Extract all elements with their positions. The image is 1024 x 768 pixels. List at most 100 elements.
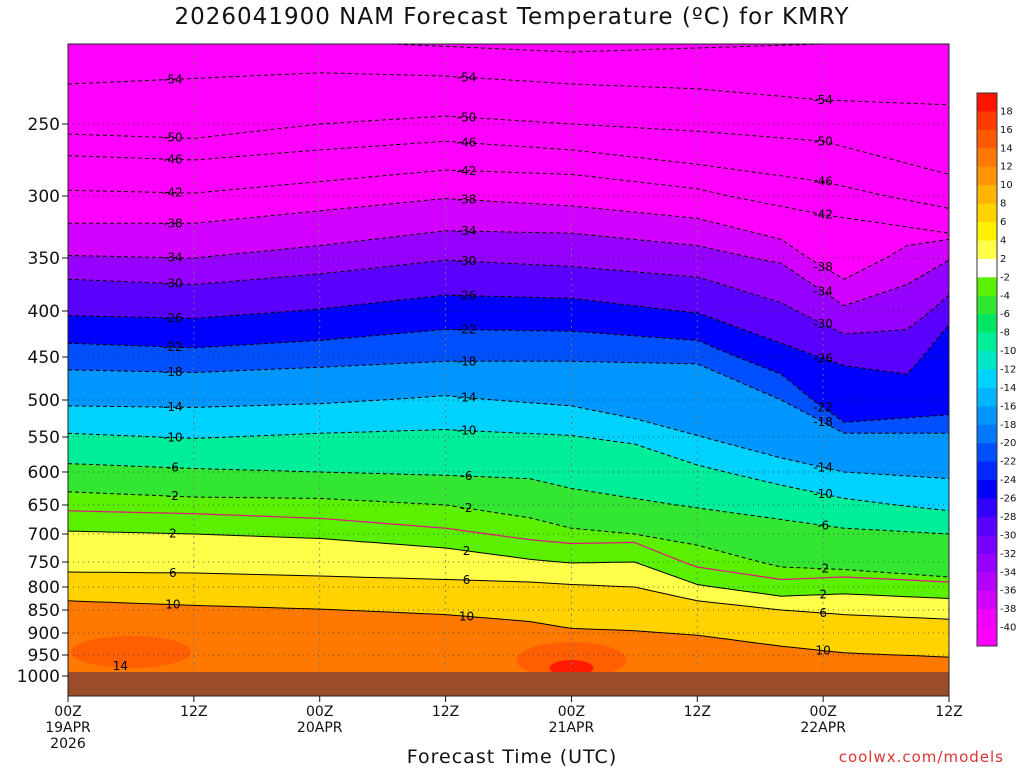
x-tick-label: 19APR xyxy=(45,720,91,736)
color-legend: 18 16 14 12 10 8 6 4 2 -2 -4 -6 -8 -10 -12 -14 -16 -18 -20… xyxy=(976,92,1016,647)
isotherm-label: -14 xyxy=(813,460,833,474)
colorbar-label: -14 xyxy=(1000,383,1016,394)
isotherm-label: -22 xyxy=(457,323,477,337)
isotherm--22 xyxy=(68,328,949,423)
y-tick-label: 650 xyxy=(28,496,60,516)
colorbar-swatch xyxy=(977,185,997,205)
colorbar-swatch xyxy=(977,295,997,315)
isotherm-label: 2 xyxy=(169,527,177,541)
colorbar-swatch xyxy=(977,314,997,334)
x-tick-label: 00Z xyxy=(306,704,333,720)
x-tick-label: 00Z xyxy=(54,704,81,720)
isotherm-label: 6 xyxy=(169,566,177,580)
colorbar-label: 16 xyxy=(1000,125,1013,136)
isotherm--26 xyxy=(68,294,949,375)
temperature-band xyxy=(68,141,949,234)
temperature-band xyxy=(68,463,949,577)
colorbar-label: -36 xyxy=(1000,586,1016,597)
colorbar-label: -12 xyxy=(1000,365,1016,376)
isotherm-label: -54 xyxy=(163,72,183,86)
colorbar-swatch xyxy=(977,203,997,223)
colorbar-swatch xyxy=(977,222,997,241)
colorbar-label: 8 xyxy=(1000,199,1006,210)
isotherm-label: -50 xyxy=(457,110,477,124)
colorbar-swatch xyxy=(977,553,997,573)
colorbar-swatch xyxy=(977,590,997,610)
y-tick-label: 550 xyxy=(28,428,60,448)
isotherm-label: -46 xyxy=(163,152,183,166)
isotherm-label: 10 xyxy=(816,644,831,658)
colorbar-swatch xyxy=(977,461,997,481)
isotherm-label: -18 xyxy=(813,415,833,429)
y-tick-label: 500 xyxy=(28,391,60,411)
isotherm-label: -38 xyxy=(813,260,833,274)
ground-surface xyxy=(68,672,949,696)
isotherm--30 xyxy=(68,259,949,335)
temperature-band xyxy=(68,361,949,479)
isotherm-label: -42 xyxy=(457,164,477,178)
isotherm-label: -6 xyxy=(167,461,179,475)
colorbar-swatch xyxy=(977,166,997,186)
isotherm-label: -42 xyxy=(163,186,183,200)
x-tick-label: 12Z xyxy=(432,704,459,720)
colorbar-label: -6 xyxy=(1000,309,1010,320)
isotherm-label: -22 xyxy=(163,340,183,354)
isotherm-label: -30 xyxy=(813,317,833,331)
colorbar-swatch xyxy=(977,535,997,555)
colorbar-swatch xyxy=(977,240,997,260)
freezing-line xyxy=(68,510,949,583)
isotherm-label: 6 xyxy=(819,606,827,620)
colorbar-label: -24 xyxy=(1000,475,1016,486)
y-tick-label: 850 xyxy=(28,601,60,621)
colorbar-swatch xyxy=(977,258,997,278)
x-tick-label: 00Z xyxy=(809,704,836,720)
isotherm-label: -50 xyxy=(813,134,833,148)
colorbar-label: -4 xyxy=(1000,291,1010,302)
colorbar-swatch xyxy=(977,627,997,647)
colorbar-label: -10 xyxy=(1000,346,1016,357)
isotherm-label: -10 xyxy=(813,487,833,501)
isotherm-label: -26 xyxy=(163,311,183,325)
isotherm--50 xyxy=(68,115,949,175)
temperature-band xyxy=(68,230,949,334)
temperature-band xyxy=(68,572,949,658)
y-tick-label: 450 xyxy=(28,348,60,368)
colorbar-swatch xyxy=(977,443,997,463)
colorbar-swatch xyxy=(977,480,997,500)
temperature-field xyxy=(68,44,949,696)
isotherm-label: -2 xyxy=(461,501,473,515)
colorbar-label: 18 xyxy=(1000,106,1013,117)
isotherm-label: -14 xyxy=(457,391,477,405)
isotherm--18 xyxy=(68,360,949,434)
colorbar-swatch xyxy=(977,609,997,629)
y-tick-label: 300 xyxy=(28,187,60,207)
y-tick-label: 950 xyxy=(28,646,60,666)
isotherm-label: -46 xyxy=(457,136,477,150)
colorbar-label: -22 xyxy=(1000,457,1016,468)
isotherm-label: 14 xyxy=(113,659,128,673)
colorbar-label: 6 xyxy=(1000,217,1006,228)
coldest-band xyxy=(68,44,949,52)
isotherm--14 xyxy=(68,395,949,480)
isotherm-10 xyxy=(68,600,949,658)
colorbar-label: -28 xyxy=(1000,512,1016,523)
isotherm-label: 2 xyxy=(819,588,827,602)
x-tick-label: 00Z xyxy=(558,704,585,720)
isotherm-label: -54 xyxy=(457,70,477,84)
credit-text[interactable]: coolwx.com/models xyxy=(838,748,1004,766)
isotherm-label: -30 xyxy=(163,277,183,291)
colorbar-label: -18 xyxy=(1000,420,1016,431)
isotherm-6 xyxy=(68,571,949,620)
colorbar-label: -34 xyxy=(1000,567,1016,578)
temperature-band xyxy=(68,72,949,175)
isotherm--42 xyxy=(68,169,949,234)
x-tick-label: 12Z xyxy=(180,704,207,720)
isotherm-label: -18 xyxy=(457,354,477,368)
colorbar-swatch xyxy=(977,148,997,168)
isotherm--2 xyxy=(68,491,949,578)
colorbar-label: -38 xyxy=(1000,604,1016,615)
x-tick-label: 22APR xyxy=(800,720,846,736)
isotherm-label: -2 xyxy=(167,489,179,503)
colorbar-swatch xyxy=(977,498,997,518)
